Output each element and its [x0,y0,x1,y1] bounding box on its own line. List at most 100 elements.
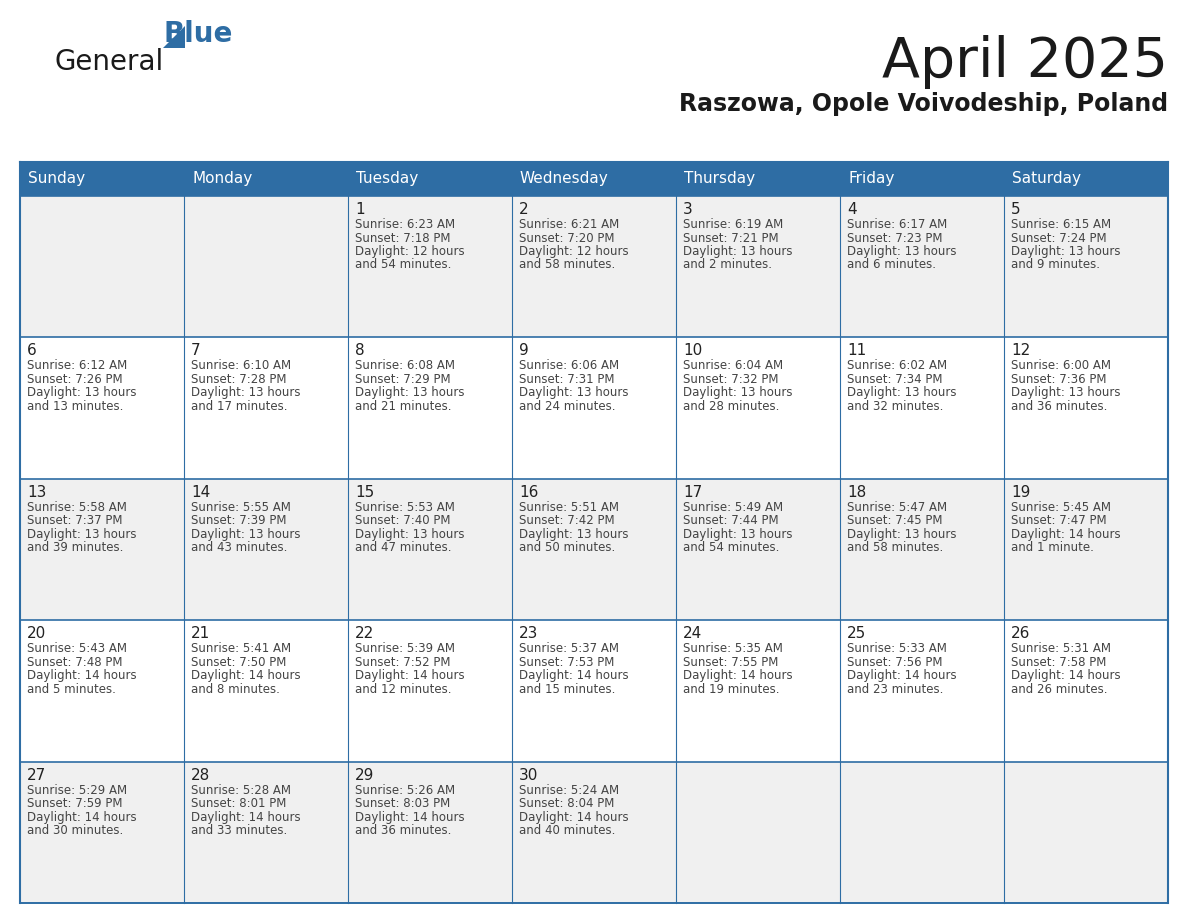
Text: Sunrise: 5:58 AM: Sunrise: 5:58 AM [27,501,127,514]
Text: Daylight: 14 hours: Daylight: 14 hours [519,669,628,682]
Text: and 50 minutes.: and 50 minutes. [519,542,615,554]
Text: Daylight: 12 hours: Daylight: 12 hours [519,245,628,258]
Text: and 8 minutes.: and 8 minutes. [191,683,280,696]
Text: and 40 minutes.: and 40 minutes. [519,824,615,837]
Text: and 30 minutes.: and 30 minutes. [27,824,124,837]
Text: Tuesday: Tuesday [356,172,418,186]
Text: Daylight: 14 hours: Daylight: 14 hours [27,669,137,682]
Text: Daylight: 14 hours: Daylight: 14 hours [27,811,137,823]
Text: and 47 minutes.: and 47 minutes. [355,542,451,554]
Text: 19: 19 [1011,485,1030,499]
Text: Wednesday: Wednesday [520,172,608,186]
Text: and 6 minutes.: and 6 minutes. [847,259,936,272]
Text: and 1 minute.: and 1 minute. [1011,542,1094,554]
Text: Daylight: 12 hours: Daylight: 12 hours [355,245,465,258]
Text: 15: 15 [355,485,374,499]
Text: Daylight: 13 hours: Daylight: 13 hours [191,528,301,541]
Text: 1: 1 [355,202,365,217]
Text: Sunrise: 5:51 AM: Sunrise: 5:51 AM [519,501,619,514]
Text: Daylight: 14 hours: Daylight: 14 hours [1011,669,1120,682]
Text: and 43 minutes.: and 43 minutes. [191,542,287,554]
Text: Daylight: 14 hours: Daylight: 14 hours [355,669,465,682]
Text: and 36 minutes.: and 36 minutes. [355,824,451,837]
Text: Daylight: 14 hours: Daylight: 14 hours [847,669,956,682]
Text: Sunday: Sunday [29,172,86,186]
Text: 4: 4 [847,202,857,217]
Text: Daylight: 13 hours: Daylight: 13 hours [355,528,465,541]
Text: and 58 minutes.: and 58 minutes. [847,542,943,554]
Text: Daylight: 14 hours: Daylight: 14 hours [1011,528,1120,541]
Text: Sunrise: 5:37 AM: Sunrise: 5:37 AM [519,643,619,655]
Text: Sunrise: 5:49 AM: Sunrise: 5:49 AM [683,501,783,514]
Text: Daylight: 14 hours: Daylight: 14 hours [191,669,301,682]
Text: Sunrise: 5:28 AM: Sunrise: 5:28 AM [191,784,291,797]
Text: Daylight: 13 hours: Daylight: 13 hours [355,386,465,399]
Text: Sunset: 7:58 PM: Sunset: 7:58 PM [1011,655,1106,668]
Text: 29: 29 [355,767,374,783]
Bar [20,162,1168,196]
Text: Sunset: 7:37 PM: Sunset: 7:37 PM [27,514,122,527]
Text: and 5 minutes.: and 5 minutes. [27,683,116,696]
Bar [20,196,1168,338]
Text: and 28 minutes.: and 28 minutes. [683,400,779,413]
Text: 30: 30 [519,767,538,783]
Text: Thursday: Thursday [684,172,756,186]
Bar [20,621,1168,762]
Text: Sunset: 7:55 PM: Sunset: 7:55 PM [683,655,778,668]
Text: Sunset: 7:50 PM: Sunset: 7:50 PM [191,655,286,668]
Bar [20,762,1168,903]
Text: Daylight: 13 hours: Daylight: 13 hours [683,245,792,258]
Text: Sunset: 7:32 PM: Sunset: 7:32 PM [683,373,778,386]
Bar [20,338,1168,479]
Text: and 23 minutes.: and 23 minutes. [847,683,943,696]
Text: Daylight: 13 hours: Daylight: 13 hours [1011,245,1120,258]
Text: Sunset: 7:21 PM: Sunset: 7:21 PM [683,231,778,244]
Text: Sunrise: 6:21 AM: Sunrise: 6:21 AM [519,218,619,231]
Text: 6: 6 [27,343,37,358]
Text: 12: 12 [1011,343,1030,358]
Text: Raszowa, Opole Voivodeship, Poland: Raszowa, Opole Voivodeship, Poland [678,92,1168,116]
Polygon shape [163,26,185,48]
Text: Sunset: 7:59 PM: Sunset: 7:59 PM [27,797,122,810]
Text: Sunset: 8:03 PM: Sunset: 8:03 PM [355,797,450,810]
Text: and 2 minutes.: and 2 minutes. [683,259,772,272]
Text: and 9 minutes.: and 9 minutes. [1011,259,1100,272]
Text: Sunset: 7:31 PM: Sunset: 7:31 PM [519,373,614,386]
Text: Sunset: 7:47 PM: Sunset: 7:47 PM [1011,514,1107,527]
Text: Sunrise: 5:53 AM: Sunrise: 5:53 AM [355,501,455,514]
Text: Sunset: 7:48 PM: Sunset: 7:48 PM [27,655,122,668]
Text: Sunrise: 5:29 AM: Sunrise: 5:29 AM [27,784,127,797]
Text: Sunset: 7:26 PM: Sunset: 7:26 PM [27,373,122,386]
Text: Sunrise: 6:04 AM: Sunrise: 6:04 AM [683,360,783,373]
Text: and 39 minutes.: and 39 minutes. [27,542,124,554]
Text: Sunset: 7:44 PM: Sunset: 7:44 PM [683,514,778,527]
Text: Daylight: 13 hours: Daylight: 13 hours [191,386,301,399]
Text: 11: 11 [847,343,866,358]
Text: Daylight: 13 hours: Daylight: 13 hours [847,245,956,258]
Text: Daylight: 13 hours: Daylight: 13 hours [1011,386,1120,399]
Text: and 58 minutes.: and 58 minutes. [519,259,615,272]
Text: 5: 5 [1011,202,1020,217]
Text: and 54 minutes.: and 54 minutes. [683,542,779,554]
Text: 10: 10 [683,343,702,358]
Text: Sunset: 7:28 PM: Sunset: 7:28 PM [191,373,286,386]
Text: and 32 minutes.: and 32 minutes. [847,400,943,413]
Text: Sunrise: 6:02 AM: Sunrise: 6:02 AM [847,360,947,373]
Text: Sunset: 7:23 PM: Sunset: 7:23 PM [847,231,942,244]
Text: 3: 3 [683,202,693,217]
Text: 14: 14 [191,485,210,499]
Text: Sunset: 7:40 PM: Sunset: 7:40 PM [355,514,450,527]
Text: 25: 25 [847,626,866,641]
Text: Daylight: 14 hours: Daylight: 14 hours [683,669,792,682]
Text: Daylight: 13 hours: Daylight: 13 hours [847,528,956,541]
Text: Sunset: 7:42 PM: Sunset: 7:42 PM [519,514,614,527]
Text: Daylight: 13 hours: Daylight: 13 hours [847,386,956,399]
Text: Sunrise: 5:39 AM: Sunrise: 5:39 AM [355,643,455,655]
Bar [20,479,1168,621]
Text: and 15 minutes.: and 15 minutes. [519,683,615,696]
Text: Sunrise: 5:33 AM: Sunrise: 5:33 AM [847,643,947,655]
Text: Sunrise: 5:41 AM: Sunrise: 5:41 AM [191,643,291,655]
Text: Sunset: 7:53 PM: Sunset: 7:53 PM [519,655,614,668]
Text: 23: 23 [519,626,538,641]
Text: Daylight: 13 hours: Daylight: 13 hours [683,528,792,541]
